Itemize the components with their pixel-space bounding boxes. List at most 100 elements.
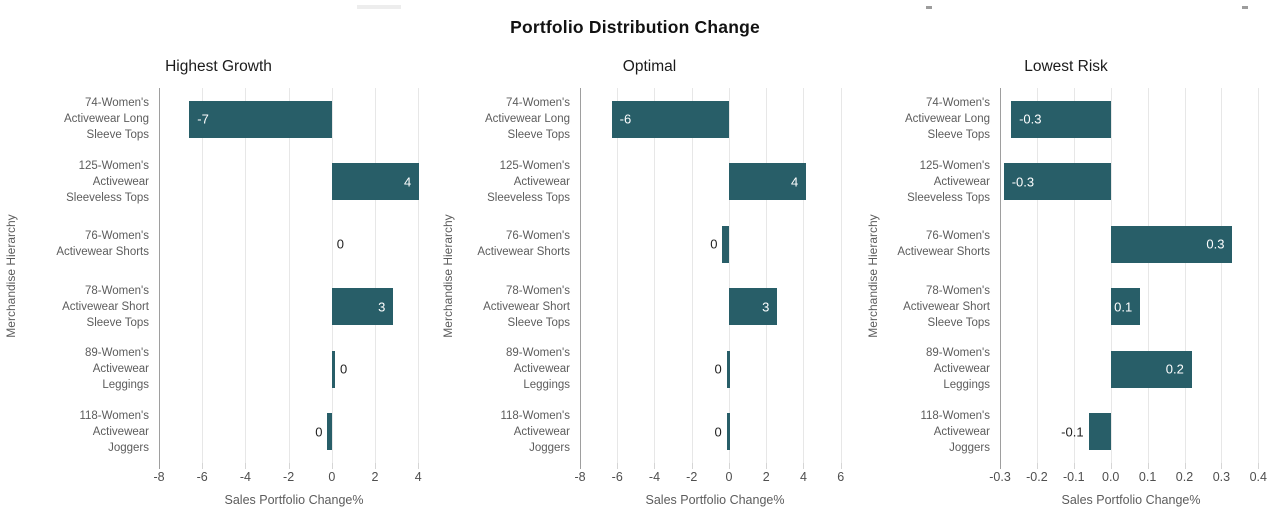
category-label-line: 78-Women's <box>85 284 149 297</box>
category-label-line: Activewear Shorts <box>56 246 149 259</box>
category-label: 125-Women's Activewear Sleeveless Tops <box>459 151 580 214</box>
bar-value-label: 0 <box>336 236 345 252</box>
category-labels: 74-Women's Activewear Long Sleeve Tops 125-… <box>884 88 1000 507</box>
x-tick-label: 4 <box>414 470 422 484</box>
bar[interactable] <box>327 413 332 451</box>
bar[interactable] <box>1088 413 1111 451</box>
category-label-line: Sleeve Tops <box>86 316 149 329</box>
y-axis-line <box>1000 88 1001 469</box>
category-label: 125-Women's Activewear Sleeveless Tops <box>22 151 159 214</box>
bar[interactable] <box>331 288 394 326</box>
x-axis-title: Sales Portfolio Change% <box>1061 493 1201 507</box>
plot-column: -7 4 0 3 0 0 -8 -6 -4 -2 0 2 4 Sales Portfolio Change… <box>153 88 429 507</box>
y-axis-title-text: Merchandise Hierarchy <box>866 214 880 338</box>
panel-title: Optimal <box>622 58 677 75</box>
bar[interactable] <box>728 288 778 326</box>
x-tick-label: 0 <box>328 470 336 484</box>
gridline <box>418 88 420 463</box>
category-label-line: Sleeve Tops <box>927 129 990 142</box>
category-label: 118-Women's Activewear Joggers <box>459 401 580 464</box>
bar[interactable] <box>331 163 420 201</box>
category-label: 125-Women's Activewear Sleeveless Tops <box>884 151 1000 214</box>
category-label-line: 89-Women's <box>85 347 149 360</box>
bar[interactable] <box>611 100 729 138</box>
x-tick-label: -0.3 <box>989 470 1011 484</box>
category-label-line: Activewear Long <box>904 113 990 126</box>
x-tick-label: 6 <box>837 470 845 484</box>
category-label-line: 76-Women's <box>85 230 149 243</box>
bar[interactable] <box>1110 288 1141 326</box>
bar[interactable] <box>722 225 729 263</box>
x-axis-title: Sales Portfolio Change% <box>224 493 364 507</box>
bar-value-label: -0.1 <box>1061 424 1084 440</box>
plot-column: -0.3 -0.3 0.3 0.1 0.2 -0.1 -0.3 -0.2 -0.1 0.0 0.1 0… <box>989 88 1267 507</box>
category-label: 78-Women's Activewear Short Sleeve Tops <box>459 276 580 339</box>
category-label-line: Sleeve Tops <box>927 316 990 329</box>
category-label: 89-Women's Activewear Leggings <box>884 338 1000 401</box>
category-label-line: Activewear Shorts <box>477 246 570 259</box>
gridline <box>1221 88 1223 463</box>
gridline <box>766 88 768 463</box>
axis-tick-mark <box>840 463 842 469</box>
gridline <box>617 88 619 463</box>
bar[interactable] <box>726 413 730 451</box>
category-label: 76-Women's Activewear Shorts <box>22 213 159 276</box>
bar[interactable] <box>726 350 730 388</box>
category-label: 76-Women's Activewear Shorts <box>884 213 1000 276</box>
gridline <box>1073 88 1075 463</box>
bar[interactable] <box>189 100 332 138</box>
category-label-line: Activewear Short <box>903 300 990 313</box>
category-label: 74-Women's Activewear Long Sleeve Tops <box>884 88 1000 151</box>
category-label: 78-Women's Activewear Short Sleeve Tops <box>884 276 1000 339</box>
screen-artifact <box>357 5 401 9</box>
plot-area: -7 4 0 3 0 0 <box>159 88 429 469</box>
category-label-line: Activewear <box>933 425 990 438</box>
bar-value-label: 0 <box>714 361 722 377</box>
x-tick-label: 0.4 <box>1249 470 1267 484</box>
bar[interactable] <box>1110 225 1233 263</box>
axis-tick-mark <box>288 463 290 469</box>
category-label-line: 118-Women's <box>920 409 990 422</box>
category-label: 74-Women's Activewear Long Sleeve Tops <box>22 88 159 151</box>
category-label-line: Sleeve Tops <box>507 129 570 142</box>
x-tick-labels: -8 -6 -4 -2 0 2 4 <box>153 463 429 487</box>
gridline <box>375 88 376 463</box>
category-label-line: 74-Women's <box>926 97 990 110</box>
x-tick-label: 2 <box>762 470 770 484</box>
plot-area: -6 4 0 3 0 0 <box>580 88 850 469</box>
panel-title: Lowest Risk <box>1024 58 1108 75</box>
category-label-line: Sleeveless Tops <box>487 191 570 204</box>
axis-tick-mark <box>331 463 333 469</box>
gridline <box>840 88 842 463</box>
plot-area: -0.3 -0.3 0.3 0.1 0.2 -0.1 <box>1000 88 1262 469</box>
chart-panels: Highest Growth Merchandise Hierarchy 74-Wo… <box>0 46 1270 507</box>
gridline <box>288 88 290 463</box>
bar[interactable] <box>1011 100 1111 138</box>
bar-value-label: -0.3 <box>1011 174 1035 190</box>
screen-artifact <box>926 6 932 9</box>
panel-body: Merchandise Hierarchy 74-Women's Activewea… <box>862 88 1270 507</box>
bar[interactable] <box>728 163 807 201</box>
axis-tick-mark <box>1258 463 1260 469</box>
bar[interactable] <box>1110 350 1192 388</box>
category-label: 78-Women's Activewear Short Sleeve Tops <box>22 276 159 339</box>
category-label-line: Activewear <box>92 363 149 376</box>
chart-panel: Lowest Risk Merchandise Hierarchy 74-Women… <box>862 46 1270 507</box>
category-label-line: Joggers <box>529 441 570 454</box>
axis-tick-mark <box>728 463 730 469</box>
category-label: 89-Women's Activewear Leggings <box>22 338 159 401</box>
bar[interactable] <box>331 350 336 388</box>
bar-value-label: 0.3 <box>1206 236 1225 252</box>
panel-body: Merchandise Hierarchy 74-Women's Activewea… <box>437 88 862 507</box>
category-label-line: 125-Women's <box>919 159 990 172</box>
x-tick-label: -4 <box>648 470 661 484</box>
category-label: 118-Women's Activewear Joggers <box>884 401 1000 464</box>
bar-value-label: -0.3 <box>1019 111 1042 127</box>
chart-panel: Highest Growth Merchandise Hierarchy 74-Wo… <box>0 46 437 507</box>
bar-value-label: 4 <box>404 174 412 190</box>
category-label: 118-Women's Activewear Joggers <box>22 401 159 464</box>
bar[interactable] <box>1003 163 1111 201</box>
y-axis-title: Merchandise Hierarchy <box>437 88 459 507</box>
panel-body: Merchandise Hierarchy 74-Women's Activewea… <box>0 88 437 507</box>
chart-main-title: Portfolio Distribution Change <box>510 17 760 37</box>
